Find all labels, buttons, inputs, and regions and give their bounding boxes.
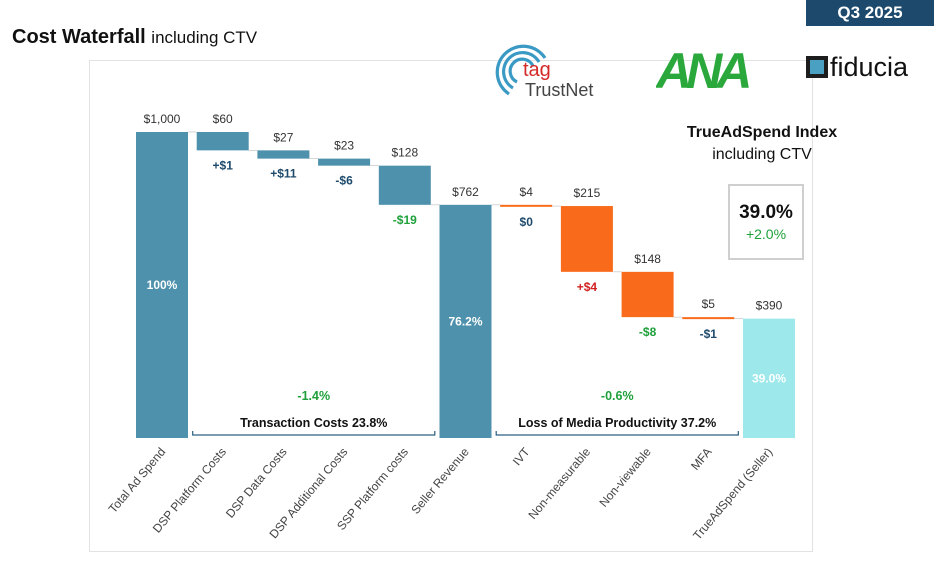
value-label-0: $1,000 (144, 112, 181, 126)
period-badge: Q3 2025 (806, 0, 934, 26)
category-label-7: Non-measurable (525, 445, 593, 522)
inside-label-5: 76.2% (448, 314, 482, 328)
change-label-4: -$19 (393, 213, 417, 227)
value-label-5: $762 (452, 185, 479, 199)
bar-1 (196, 132, 249, 151)
category-label-9: MFA (688, 445, 715, 473)
value-label-6: $4 (520, 185, 534, 199)
bar-7 (560, 206, 613, 272)
bar-3 (318, 158, 371, 166)
bar-8 (621, 271, 674, 318)
bar-10 (743, 318, 795, 438)
group-bracket-1 (495, 431, 739, 436)
value-label-9: $5 (702, 297, 716, 311)
title-bold: Cost Waterfall (12, 26, 146, 48)
value-label-8: $148 (634, 252, 661, 266)
title-subtitle: including CTV (151, 28, 258, 47)
group-bracket-0 (192, 431, 436, 436)
change-label-8: -$8 (639, 325, 657, 339)
index-title: TrueAdSpend Index (686, 124, 838, 141)
tag-trustnet-logo: tag TrustNet (495, 44, 593, 100)
change-label-1: +$1 (213, 158, 234, 172)
ana-logo: ANA (656, 43, 752, 94)
change-label-3: -$6 (335, 174, 353, 188)
ana-logo-text: ANA (656, 43, 749, 94)
value-label-10: $390 (756, 299, 783, 313)
value-label-7: $215 (574, 186, 601, 200)
change-label-6: $0 (520, 215, 534, 229)
value-label-1: $60 (213, 112, 233, 126)
change-label-7: +$4 (577, 280, 598, 294)
category-label-2: DSP Data Costs (223, 445, 290, 521)
bar-5 (439, 204, 492, 438)
index-box: 39.0% +2.0% (728, 184, 804, 260)
page-title: Cost Waterfall including CTV (12, 26, 257, 49)
trustnet-logo-text: TrustNet (525, 80, 593, 100)
bar-9 (682, 317, 735, 320)
fiducia-logo-mark (806, 56, 828, 78)
value-label-4: $128 (391, 146, 418, 160)
category-label-5: Seller Revenue (408, 445, 472, 517)
change-label-9: -$1 (700, 327, 718, 341)
value-label-3: $23 (334, 139, 354, 153)
bar-0 (136, 132, 188, 438)
group-label-1: Loss of Media Productivity 37.2% (518, 416, 716, 430)
category-label-8: Non-viewable (596, 445, 654, 510)
change-label-2: +$11 (270, 167, 297, 181)
group-label-0: Transaction Costs 23.8% (240, 416, 387, 430)
inside-label-10: 39.0% (752, 371, 786, 385)
category-label-6: IVT (510, 444, 533, 468)
index-delta: +2.0% (745, 226, 787, 242)
value-label-2: $27 (273, 130, 293, 144)
tag-logo-text: tag (523, 59, 551, 81)
group-change-0: -1.4% (297, 389, 330, 403)
fiducia-logo-text: fiducia (830, 52, 909, 82)
category-label-0: Total Ad Spend (106, 445, 169, 516)
group-change-1: -0.6% (601, 389, 634, 403)
index-value: 39.0% (739, 202, 793, 223)
bar-2 (257, 150, 310, 159)
bar-4 (378, 165, 431, 205)
inside-label-0: 100% (147, 278, 178, 292)
index-subtitle: including CTV (712, 146, 812, 163)
bar-6 (500, 204, 553, 207)
